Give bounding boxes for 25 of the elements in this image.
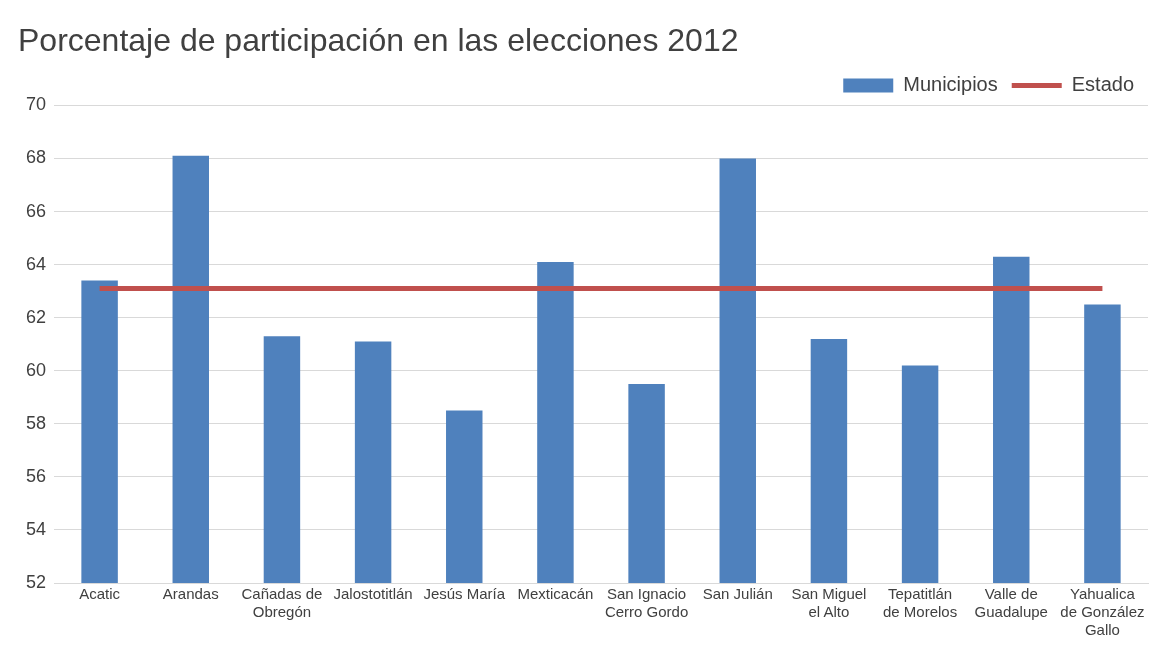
y-tick-label: 60 bbox=[25, 359, 47, 380]
chart-title: Porcentaje de participación en las elecciones 2012 bbox=[18, 22, 739, 59]
y-tick-label: 68 bbox=[25, 147, 47, 168]
y-tick-label: 66 bbox=[25, 200, 47, 221]
legend-label: Estado bbox=[1071, 72, 1134, 95]
x-tick-label: Acatic bbox=[79, 585, 121, 603]
y-tick-label: 54 bbox=[25, 518, 47, 539]
x-tick-label: San Ignacio Cerro Gordo bbox=[604, 585, 689, 621]
x-tick-label: San Miguel el Alto bbox=[791, 585, 867, 621]
y-tick-label: 62 bbox=[25, 306, 47, 327]
x-tick-label: Yahualica de González Gallo bbox=[1060, 585, 1145, 639]
x-tick-label: San Julián bbox=[702, 585, 773, 603]
y-tick-label: 56 bbox=[25, 465, 47, 486]
y-tick-label: 70 bbox=[25, 94, 47, 115]
y-tick-label: 64 bbox=[25, 253, 47, 274]
y-tick-label: 58 bbox=[25, 412, 47, 433]
x-tick-label: Tepatitlán de Morelos bbox=[882, 585, 958, 621]
x-tick-label: Jalostotitlán bbox=[333, 585, 413, 603]
x-tick-label: Jesús María bbox=[423, 585, 506, 603]
x-tick-label: Mexticacán bbox=[517, 585, 594, 603]
legend-label: Municipios bbox=[903, 72, 998, 95]
y-tick-label: 52 bbox=[25, 571, 47, 592]
x-tick-label: Cañadas de Obregón bbox=[241, 585, 323, 621]
x-tick-label: Arandas bbox=[162, 585, 219, 603]
x-tick-label: Valle de Guadalupe bbox=[974, 585, 1048, 621]
